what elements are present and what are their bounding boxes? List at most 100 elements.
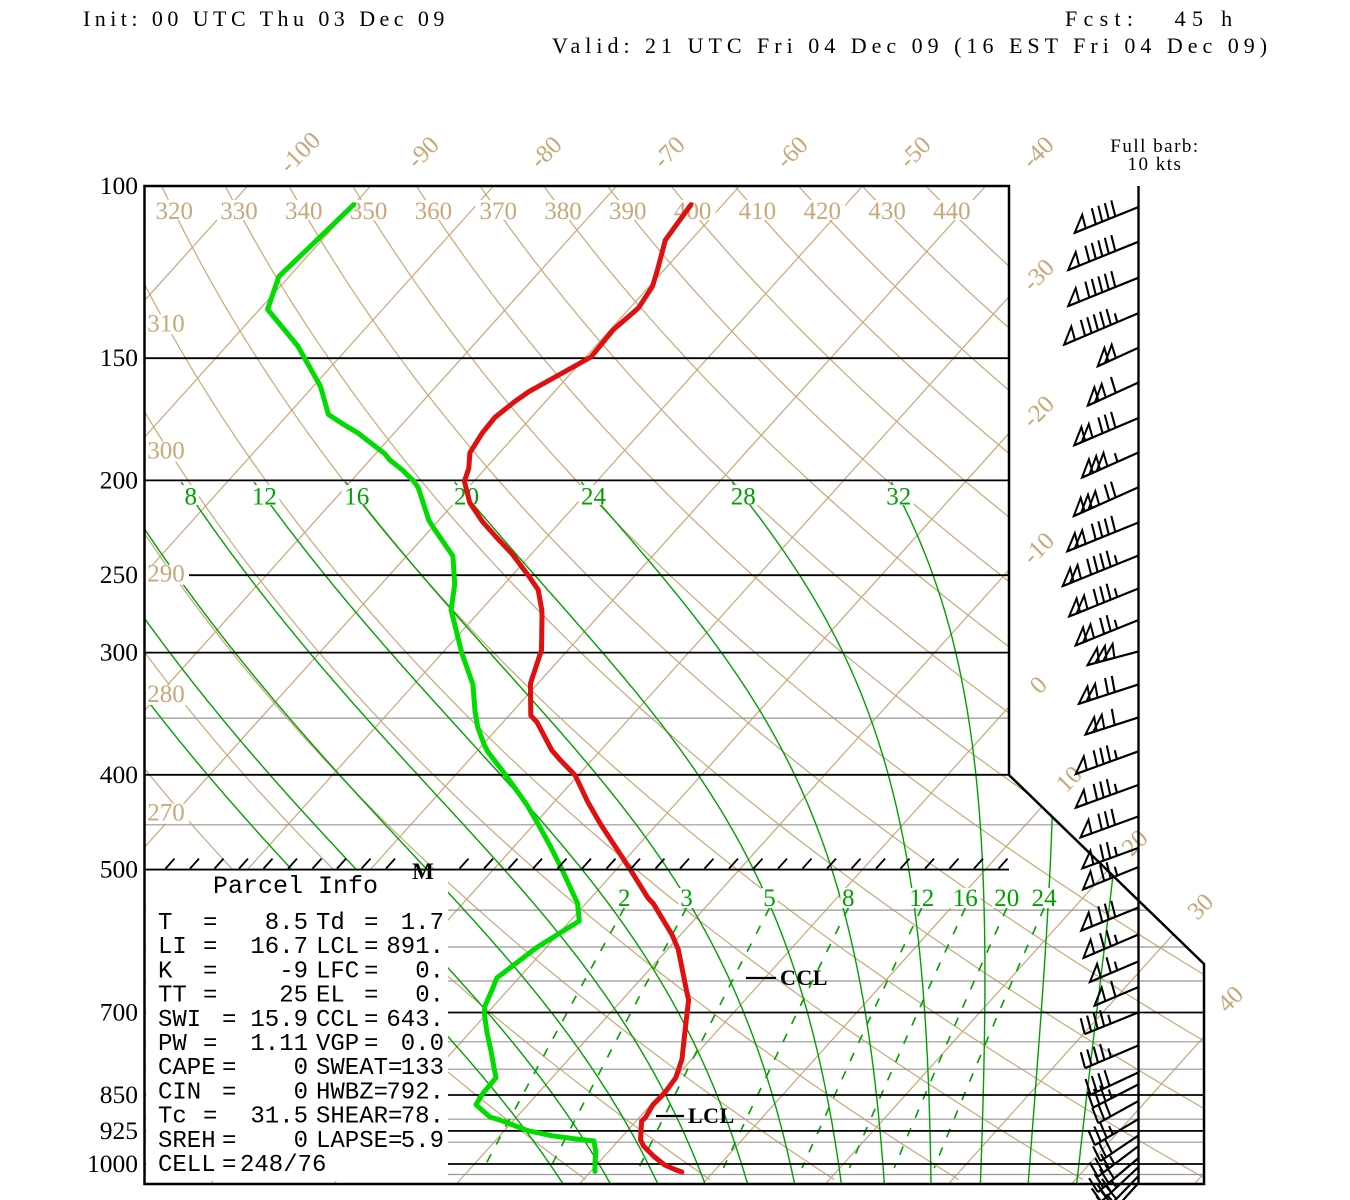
svg-text:24: 24 [581,483,607,510]
svg-text:LFC: LFC [316,958,359,985]
svg-text:330: 330 [220,198,258,225]
svg-text:32: 32 [886,483,911,510]
svg-text:1.11: 1.11 [250,1031,308,1058]
svg-text:500: 500 [100,855,138,884]
svg-text:0: 0 [294,1055,308,1082]
svg-text:78.: 78. [401,1104,444,1131]
svg-text:12: 12 [909,885,934,912]
svg-text:1000: 1000 [87,1149,138,1178]
svg-text:K: K [158,958,173,985]
svg-text:133: 133 [401,1055,444,1082]
svg-text:CCL: CCL [316,1007,359,1034]
svg-text:Td: Td [316,910,345,937]
svg-text:LCL: LCL [688,1103,735,1128]
svg-text:8: 8 [842,885,855,912]
svg-text:Full barb:: Full barb: [1110,136,1199,157]
svg-text:CELL: CELL [158,1152,216,1179]
svg-text:Parcel Info: Parcel Info [213,872,378,901]
svg-text:420: 420 [803,198,841,225]
svg-text:TT: TT [158,983,187,1010]
svg-text:891.: 891. [386,934,444,961]
svg-text:792.: 792. [386,1079,444,1106]
svg-text:VGP: VGP [316,1031,359,1058]
svg-text:28: 28 [731,483,756,510]
svg-text:16: 16 [953,885,978,912]
svg-text:LI: LI [158,934,187,961]
svg-text:=: = [203,983,217,1010]
svg-text:16.7: 16.7 [250,934,308,961]
svg-text:-9: -9 [279,958,308,985]
svg-text:CAPE: CAPE [158,1055,216,1082]
svg-text:=: = [364,1031,378,1058]
svg-text:=: = [364,958,378,985]
svg-text:280: 280 [147,681,185,708]
svg-text:T: T [158,910,172,937]
svg-text:300: 300 [147,438,185,465]
svg-text:=: = [203,958,217,985]
svg-text:=: = [364,934,378,961]
svg-text:248/76: 248/76 [240,1152,326,1179]
svg-text:=: = [364,910,378,937]
svg-text:=: = [222,1152,236,1179]
svg-text:200: 200 [100,465,138,494]
svg-text:=: = [222,1007,236,1034]
svg-text:360: 360 [415,198,453,225]
svg-text:410: 410 [739,198,777,225]
svg-text:SWI: SWI [158,1007,201,1034]
svg-text:12: 12 [252,483,277,510]
svg-text:10 kts: 10 kts [1128,154,1183,175]
svg-text:Tc: Tc [158,1104,187,1131]
svg-text:3: 3 [680,885,693,912]
svg-text:290: 290 [147,561,185,588]
svg-text:CCL: CCL [780,965,828,990]
svg-text:350: 350 [350,198,388,225]
svg-text:440: 440 [933,198,971,225]
svg-text:700: 700 [100,998,138,1027]
svg-text:0.: 0. [415,983,444,1010]
svg-text:2: 2 [618,885,631,912]
svg-text:320: 320 [155,198,193,225]
svg-text:643.: 643. [386,1007,444,1034]
svg-text:1.7: 1.7 [401,910,444,937]
svg-text:EL: EL [316,983,345,1010]
svg-text:430: 430 [868,198,906,225]
svg-text:20: 20 [994,885,1019,912]
svg-text:270: 270 [147,800,185,827]
svg-text:M: M [412,859,434,884]
svg-text:=: = [364,983,378,1010]
svg-text:Valid: 21 UTC Fri 04 Dec 09 (1: Valid: 21 UTC Fri 04 Dec 09 (16 EST Fri … [552,33,1272,58]
svg-text:HWBZ=: HWBZ= [316,1079,388,1106]
svg-text:250: 250 [100,560,138,589]
svg-text:=: = [203,1031,217,1058]
svg-text:=: = [222,1055,236,1082]
svg-text:370: 370 [479,198,517,225]
svg-text:CIN: CIN [158,1079,201,1106]
svg-text:310: 310 [147,310,185,337]
svg-text:300: 300 [100,638,138,667]
svg-text:=: = [203,934,217,961]
svg-text:=: = [203,1104,217,1131]
svg-text:400: 400 [100,760,138,789]
svg-text:31.5: 31.5 [250,1104,308,1131]
svg-text:=: = [222,1128,236,1155]
svg-text:24: 24 [1032,885,1058,912]
svg-text:0: 0 [294,1079,308,1106]
svg-text:5: 5 [763,885,776,912]
svg-text:Fcst: 45 h: Fcst: 45 h [1065,6,1238,31]
svg-text:0: 0 [294,1128,308,1155]
svg-text:8: 8 [185,483,198,510]
svg-text:16: 16 [344,483,369,510]
svg-text:SREH: SREH [158,1128,216,1155]
svg-text:150: 150 [100,343,138,372]
svg-text:=: = [203,910,217,937]
svg-text:380: 380 [544,198,582,225]
svg-text:15.9: 15.9 [250,1007,308,1034]
svg-text:PW: PW [158,1031,187,1058]
svg-text:=: = [364,1007,378,1034]
svg-text:=: = [222,1079,236,1106]
svg-text:5.9: 5.9 [401,1128,444,1155]
svg-text:SHEAR=: SHEAR= [316,1104,402,1131]
svg-text:SWEAT=: SWEAT= [316,1055,402,1082]
svg-text:LAPSE=: LAPSE= [316,1128,402,1155]
svg-text:0.: 0. [415,958,444,985]
